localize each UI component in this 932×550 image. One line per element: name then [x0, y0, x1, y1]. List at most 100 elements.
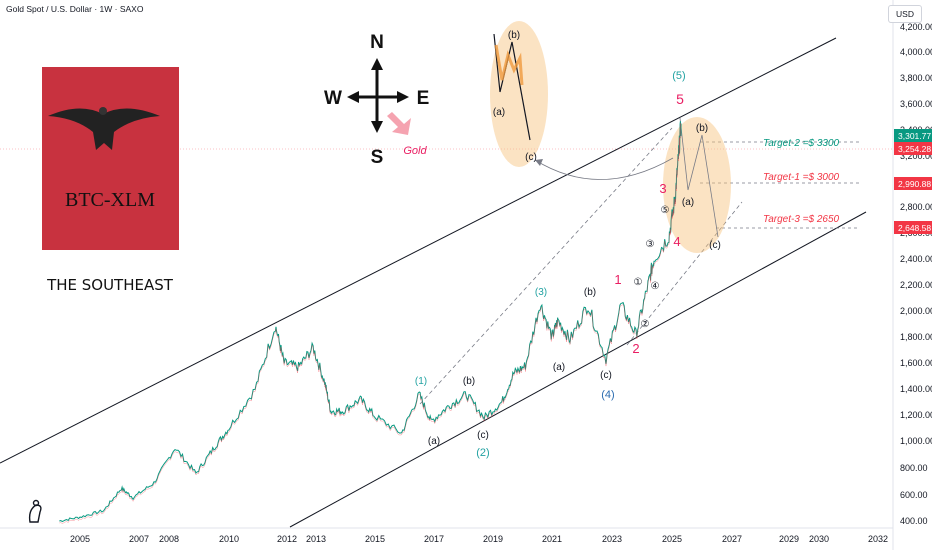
price-tick-label: 4,200.00: [900, 22, 932, 32]
wave-label: (b): [696, 123, 708, 134]
wave-label: ⑤: [661, 205, 670, 216]
wave-label: (a): [682, 197, 694, 208]
time-tick-label: 2023: [602, 534, 622, 544]
wave-label: (b): [584, 287, 596, 298]
time-tick-label: 2008: [159, 534, 179, 544]
price-tags: 3,301.77 3,254.28 2,990.88 2,648.58: [894, 129, 932, 234]
wave-label: ④: [651, 281, 660, 292]
time-tick-label: 2015: [365, 534, 385, 544]
target-labels: Target-2 =$ 3300 Target-1 =$ 3000 Target-3…: [763, 138, 840, 225]
price-tag: [894, 177, 932, 190]
time-tick-label: 2032: [868, 534, 888, 544]
time-tick-label: 2027: [722, 534, 742, 544]
wave-label: (c): [709, 240, 721, 251]
compass-south: S: [371, 147, 384, 168]
chart-title: Gold Spot / U.S. Dollar · 1W · SAXO: [6, 4, 144, 14]
forecast-ellipse: [663, 117, 731, 253]
price-tick-label: 2,400.00: [900, 254, 932, 264]
price-tag: [894, 129, 932, 142]
time-tick-label: 2012: [277, 534, 297, 544]
pattern-link-curve: [534, 157, 674, 180]
tradingview-logo-icon: [28, 499, 42, 523]
wave-labels: (1) (2) (3) (4) (5) (a) (b) (c) (a) (b) (c) 1 2 3 4 5 ① ②…: [415, 30, 721, 459]
wave-label: (b): [463, 376, 475, 387]
channel-lower-line[interactable]: [289, 211, 867, 528]
price-tick-label: 1,200.00: [900, 410, 932, 420]
currency-selector[interactable]: USD: [888, 5, 922, 23]
price-tag: [894, 142, 932, 155]
price-tick-label: 1,000.00: [900, 436, 932, 446]
compass-gold-label: Gold: [403, 145, 427, 157]
price-tick-label: 400.00: [900, 516, 928, 526]
price-tick-label: 1,400.00: [900, 384, 932, 394]
wave-label: (a): [553, 362, 565, 373]
wave-label: ②: [641, 319, 650, 330]
price-tick-label: 3,200.00: [900, 151, 932, 161]
forecast-path: [679, 117, 719, 238]
price-series-shadow: [59, 123, 682, 524]
wave-label: (a): [428, 436, 440, 447]
channel-mid-dashed-1: [419, 127, 673, 405]
price-tag: [894, 221, 932, 234]
price-tick-label: 2,800.00: [900, 202, 932, 212]
time-tick-label: 2019: [483, 534, 503, 544]
price-tick-label: 800.00: [900, 463, 928, 473]
time-tick-label: 2007: [129, 534, 149, 544]
target-label: Target-3 =$ 2650: [763, 214, 840, 225]
target-label: Target-2 =$ 3300: [763, 138, 840, 149]
price-series-line[interactable]: [59, 121, 682, 523]
channel-upper-line[interactable]: [0, 37, 837, 464]
price-tick-label: 3,600.00: [900, 99, 932, 109]
compass-icon: [347, 58, 409, 133]
wave-label: ①: [634, 277, 643, 288]
gold-arrow-icon: [387, 112, 411, 135]
wave-label: 4: [673, 234, 680, 249]
channel-mid-dashed-2: [626, 201, 743, 346]
time-tick-label: 2017: [424, 534, 444, 544]
time-tick-label: 2030: [809, 534, 829, 544]
price-tick-label: 2,000.00: [900, 306, 932, 316]
wave-label: (c): [477, 430, 489, 441]
price-tick-label: 2,200.00: [900, 280, 932, 290]
pattern-inset-ellipse: [490, 21, 548, 167]
wave-label: (a): [493, 107, 505, 118]
wave-label: (c): [525, 152, 537, 163]
wave-label: (1): [415, 376, 427, 387]
price-tick-label: 600.00: [900, 490, 928, 500]
price-tag-value: 3,254.28: [898, 144, 931, 154]
time-tick-label: 2025: [662, 534, 682, 544]
time-tick-label: 2029: [779, 534, 799, 544]
wave-label: ③: [646, 239, 655, 250]
compass-west: W: [324, 88, 342, 109]
wave-label: 1: [614, 272, 621, 287]
price-tick-label: 1,800.00: [900, 332, 932, 342]
wave-label: (2): [476, 447, 489, 459]
wave-label: (5): [672, 70, 685, 82]
wave-label: (c): [600, 370, 612, 381]
time-tick-label: 2005: [70, 534, 90, 544]
pattern-inset-fill: [494, 44, 524, 86]
price-tick-label: 1,600.00: [900, 358, 932, 368]
eagle-icon: [48, 107, 160, 150]
price-tag-value: 2,990.88: [898, 179, 931, 189]
price-axis[interactable]: 400.00 600.00 800.00 1,000.00 1,200.00 1,400.…: [900, 22, 932, 526]
price-tag-value: 2,648.58: [898, 223, 931, 233]
southeast-label: THE SOUTHEAST: [46, 276, 174, 294]
wave-label: 2: [632, 341, 639, 356]
logo-text: BTC-XLM: [65, 189, 155, 211]
price-tag-value: 3,301.77: [898, 131, 931, 141]
wave-label: (b): [508, 30, 520, 41]
wave-label: (3): [535, 287, 547, 298]
price-tick-label: 4,000.00: [900, 47, 932, 57]
price-tick-label: 3,800.00: [900, 73, 932, 83]
time-tick-label: 2021: [542, 534, 562, 544]
compass-north: N: [370, 32, 384, 53]
wave-label: 5: [676, 91, 684, 107]
wave-label: (4): [601, 389, 614, 401]
wave-label: 3: [659, 181, 666, 196]
compass-east: E: [417, 88, 430, 109]
time-axis[interactable]: 2005 2007 2008 2010 2012 2013 2015 2017 2019 2021…: [70, 534, 888, 544]
time-tick-label: 2010: [219, 534, 239, 544]
time-tick-label: 2013: [306, 534, 326, 544]
